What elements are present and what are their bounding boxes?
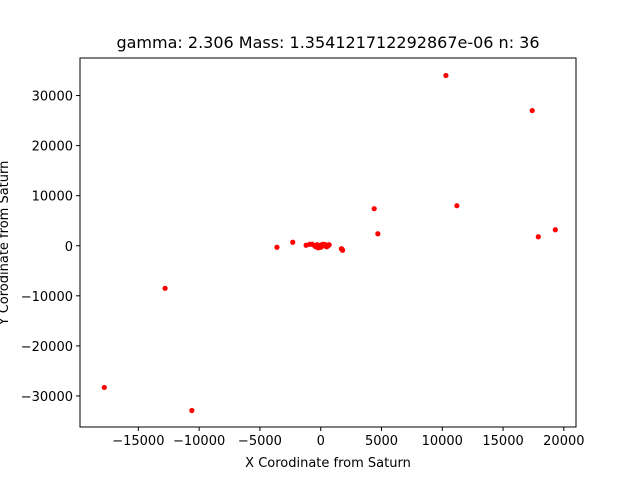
x-axis-label: X Corodinate from Saturn bbox=[245, 456, 411, 471]
data-point bbox=[552, 227, 558, 233]
x-tick-label: 10000 bbox=[422, 434, 463, 449]
data-point bbox=[325, 243, 331, 249]
x-tick-label: 5000 bbox=[365, 434, 398, 449]
x-tick-label: 15000 bbox=[482, 434, 523, 449]
data-point bbox=[443, 72, 449, 79]
data-point bbox=[339, 246, 345, 252]
data-point bbox=[454, 203, 460, 209]
x-axis-ticks: −15000 −10000 −5000 0 5000 10000 15000 20000 bbox=[112, 427, 585, 449]
data-point bbox=[529, 107, 535, 114]
data-point bbox=[101, 384, 107, 391]
data-point bbox=[375, 231, 381, 237]
data-point bbox=[290, 239, 296, 245]
y-tick-label: 10000 bbox=[32, 190, 73, 205]
data-points bbox=[101, 72, 558, 414]
data-point bbox=[274, 244, 280, 250]
chart-title: gamma: 2.306 Mass: 1.354121712292867e-06… bbox=[116, 33, 539, 52]
y-tick-label: −20000 bbox=[21, 340, 73, 355]
data-point bbox=[309, 241, 315, 247]
y-tick-label: 0 bbox=[65, 240, 73, 255]
x-tick-label: 0 bbox=[317, 434, 325, 449]
x-tick-label: −10000 bbox=[173, 434, 225, 449]
data-point bbox=[319, 242, 325, 248]
y-axis-ticks: −30000 −20000 −10000 0 10000 20000 30000 bbox=[21, 90, 80, 405]
data-point bbox=[162, 285, 168, 291]
data-point bbox=[314, 243, 320, 249]
y-tick-label: −30000 bbox=[21, 390, 73, 405]
data-point bbox=[535, 234, 541, 240]
y-tick-label: 20000 bbox=[32, 140, 73, 155]
data-point bbox=[189, 407, 195, 414]
y-tick-label: −10000 bbox=[21, 290, 73, 305]
x-tick-label: −15000 bbox=[112, 434, 164, 449]
y-axis-label: Y Corodinate from Saturn bbox=[0, 161, 12, 327]
x-tick-label: −5000 bbox=[238, 434, 282, 449]
data-point bbox=[371, 206, 377, 212]
y-tick-label: 30000 bbox=[32, 90, 73, 105]
x-tick-label: 20000 bbox=[543, 434, 584, 449]
